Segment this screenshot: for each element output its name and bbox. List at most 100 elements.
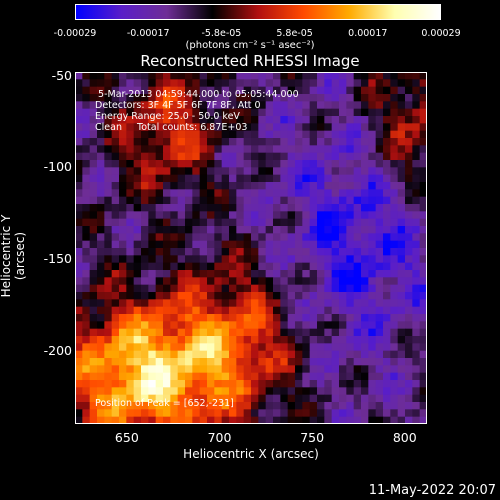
heatmap-cell (89, 211, 98, 220)
heatmap-cell (133, 306, 142, 315)
heatmap-cell (295, 94, 303, 102)
heatmap-cell (405, 284, 413, 293)
heatmap-cell (353, 277, 362, 286)
heatmap-cell (82, 270, 91, 278)
heatmap-cell (280, 240, 289, 249)
heatmap-cell (368, 292, 377, 300)
heatmap-cell (207, 336, 215, 344)
heatmap-cell (317, 277, 325, 286)
heatmap-cell (339, 306, 347, 315)
heatmap-cell (353, 284, 362, 293)
heatmap-cell (148, 174, 157, 183)
heatmap-cell (236, 86, 245, 95)
heatmap-cell (82, 211, 91, 220)
heatmap-cell (258, 262, 267, 271)
heatmap-cell (119, 218, 127, 227)
heatmap-cell (104, 167, 113, 176)
heatmap-cell (280, 343, 289, 352)
heatmap-cell (419, 101, 427, 110)
heatmap-cell (265, 182, 274, 190)
annotation-time-range: 5-Mar-2013 04:59:44.000 to 05:05:44.000 (95, 89, 299, 100)
heatmap-cell (317, 292, 325, 300)
heatmap-cell (177, 240, 186, 249)
heatmap-cell (280, 277, 289, 286)
heatmap-cell (265, 380, 274, 388)
heatmap-cell (346, 270, 355, 278)
heatmap-cell (89, 262, 98, 271)
heatmap-cell (192, 123, 201, 132)
heatmap-cell (207, 358, 215, 366)
heatmap-cell (287, 167, 296, 176)
heatmap-cell (89, 145, 98, 154)
heatmap-cell (185, 233, 193, 242)
heatmap-cell (375, 94, 384, 102)
heatmap-cell (148, 108, 157, 117)
heatmap-cell (133, 108, 142, 117)
heatmap-cell (324, 130, 333, 139)
heatmap-cell (207, 402, 215, 410)
heatmap-cell (375, 182, 384, 190)
heatmap-cell (163, 86, 171, 95)
colorbar-tick-label: -5.8e-05 (201, 28, 242, 39)
heatmap-cell (207, 240, 215, 249)
heatmap-cell (185, 321, 193, 330)
heatmap-cell (236, 240, 245, 249)
heatmap-cell (280, 123, 289, 132)
heatmap-cell (419, 233, 427, 242)
heatmap-cell (353, 233, 362, 242)
heatmap-cell (361, 270, 369, 278)
heatmap-cell (390, 182, 399, 190)
heatmap-cell (97, 211, 105, 220)
heatmap-cell (89, 189, 98, 198)
heatmap-cell (82, 79, 91, 88)
heatmap-cell (207, 394, 215, 403)
heatmap-cell (170, 240, 179, 249)
heatmap-cell (419, 240, 427, 249)
heatmap-cell (331, 372, 340, 381)
heatmap-cell (75, 306, 83, 315)
heatmap-cell (302, 277, 311, 286)
heatmap-cell (177, 167, 186, 176)
heatmap-cell (221, 255, 230, 264)
heatmap-cell (353, 387, 362, 396)
heatmap-cell (258, 416, 267, 424)
heatmap-cell (75, 299, 83, 308)
heatmap-cell (170, 189, 179, 198)
heatmap-cell (412, 372, 421, 381)
heatmap-cell (390, 86, 399, 95)
heatmap-cell (361, 108, 369, 117)
heatmap-cell (346, 79, 355, 88)
heatmap-cell (317, 94, 325, 102)
heatmap-cell (141, 130, 149, 139)
heatmap-cell (368, 145, 377, 154)
heatmap-cell (339, 79, 347, 88)
heatmap-cell (258, 160, 267, 168)
heatmap-cell (339, 167, 347, 176)
heatmap-cell (353, 116, 362, 124)
heatmap-cell (309, 358, 318, 366)
heatmap-cell (119, 387, 127, 396)
heatmap-cell (221, 72, 230, 80)
heatmap-cell (163, 189, 171, 198)
heatmap-cell (368, 211, 377, 220)
heatmap-cell (185, 284, 193, 293)
heatmap-cell (280, 189, 289, 198)
heatmap-cell (361, 94, 369, 102)
heatmap-cell (339, 196, 347, 205)
heatmap-cell (229, 233, 237, 242)
heatmap-cell (97, 402, 105, 410)
heatmap-cell (82, 372, 91, 381)
heatmap-cell (346, 108, 355, 117)
heatmap-cell (295, 358, 303, 366)
heatmap-cell (126, 123, 135, 132)
heatmap-cell (251, 306, 259, 315)
heatmap-cell (82, 226, 91, 234)
heatmap-cell (339, 343, 347, 352)
heatmap-cell (221, 204, 230, 212)
heatmap-cell (317, 409, 325, 418)
heatmap-cell (419, 86, 427, 95)
heatmap-cell (229, 204, 237, 212)
heatmap-cell (163, 226, 171, 234)
heatmap-cell (214, 211, 223, 220)
heatmap-cell (258, 277, 267, 286)
